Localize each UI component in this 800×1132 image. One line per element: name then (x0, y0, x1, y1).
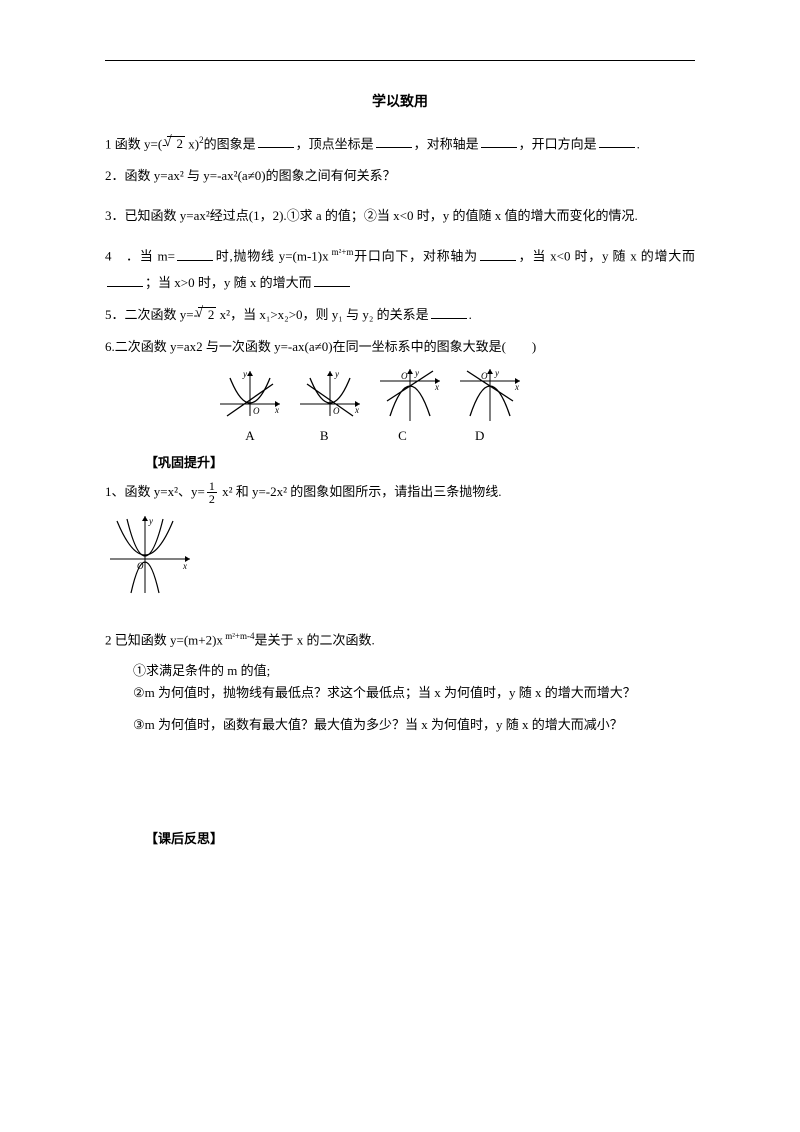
practice-2-sub3: ③m 为何值时，函数有最大值？最大值为多少？当 x 为何值时，y 随 x 的增大… (133, 712, 695, 738)
svg-text:x: x (434, 382, 439, 392)
blank[interactable] (599, 136, 635, 149)
blank[interactable] (431, 306, 467, 319)
opt-A[interactable]: A (215, 428, 285, 444)
question-2: 2．函数 y=ax² 与 y=-ax²(a≠0)的图象之间有何关系？ (105, 163, 695, 189)
question-1: 1 函数 y=(-2 x)2的图象是，顶点坐标是，对称轴是，开口方向是. (105, 131, 695, 157)
svg-text:x: x (514, 382, 519, 392)
page: 学以致用 1 函数 y=(-2 x)2的图象是，顶点坐标是，对称轴是，开口方向是… (0, 0, 800, 915)
svg-text:O: O (481, 371, 488, 381)
option-labels: A B C D (215, 428, 695, 444)
svg-text:y: y (334, 369, 339, 379)
svg-text:y: y (242, 369, 247, 379)
question-4: 4 ．当 m=时,抛物线 y=(m-1)x m²+m开口向下，对称轴为，当 x<… (105, 243, 695, 295)
figure-options: O x y O x y O x y (215, 366, 695, 424)
top-rule (105, 60, 695, 61)
sqrt-icon: 2 (167, 136, 186, 150)
section-title: 学以致用 (105, 91, 695, 111)
question-5: 5．二次函数 y=-2 x²，当 x₁>x₂>0，则 y₁ 与 y₂ 的关系是. (105, 302, 695, 328)
blank[interactable] (177, 248, 213, 261)
section-consolidate: 【巩固提升】 (145, 452, 695, 471)
svg-text:x: x (354, 405, 359, 415)
svg-text:y: y (148, 516, 153, 526)
svg-text:x: x (182, 561, 187, 571)
sqrt-icon: 2 (198, 307, 217, 321)
svg-text:O: O (137, 561, 144, 571)
blank[interactable] (376, 136, 412, 149)
svg-text:O: O (401, 371, 408, 381)
question-6: 6.二次函数 y=ax2 与一次函数 y=-ax(a≠0)在同一坐标系中的图象大… (105, 334, 695, 360)
practice-2-sub1: ①求满足条件的 m 的值; (133, 660, 695, 682)
svg-text:x: x (274, 405, 279, 415)
svg-text:y: y (494, 368, 499, 378)
options-svg: O x y O x y O x y (215, 366, 535, 424)
three-parabola-svg: y x O (105, 511, 195, 599)
practice-2: 2 已知函数 y=(m+2)x m²+m-4是关于 x 的二次函数. (105, 627, 695, 653)
p2-exp: m²+m-4 (223, 631, 255, 641)
section-reflect: 【课后反思】 (145, 828, 695, 847)
question-3: 3．已知函数 y=ax²经过点(1，2).①求 a 的值；②当 x<0 时，y … (105, 203, 695, 229)
opt-C[interactable]: C (364, 428, 442, 444)
practice-1: 1、函数 y=x²、y=12 x² 和 y=-2x² 的图象如图所示，请指出三条… (105, 479, 695, 506)
opt-D[interactable]: D (445, 428, 515, 444)
opt-B[interactable]: B (288, 428, 360, 444)
blank[interactable] (481, 136, 517, 149)
practice-2-sub2: ②m 为何值时，抛物线有最低点？求这个最低点；当 x 为何值时，y 随 x 的增… (133, 682, 695, 704)
blank[interactable] (258, 136, 294, 149)
q4-exp: m²+m (329, 247, 354, 257)
blank[interactable] (107, 274, 143, 287)
q1-prefix: 1 函数 y=(- (105, 136, 167, 151)
fraction-icon: 12 (207, 480, 217, 505)
svg-text:y: y (414, 368, 419, 378)
blank[interactable] (314, 274, 350, 287)
practice-1-figure: y x O (105, 511, 695, 599)
svg-text:O: O (253, 406, 260, 416)
svg-text:O: O (333, 406, 340, 416)
q1-after: x) (185, 136, 199, 151)
blank[interactable] (480, 248, 516, 261)
